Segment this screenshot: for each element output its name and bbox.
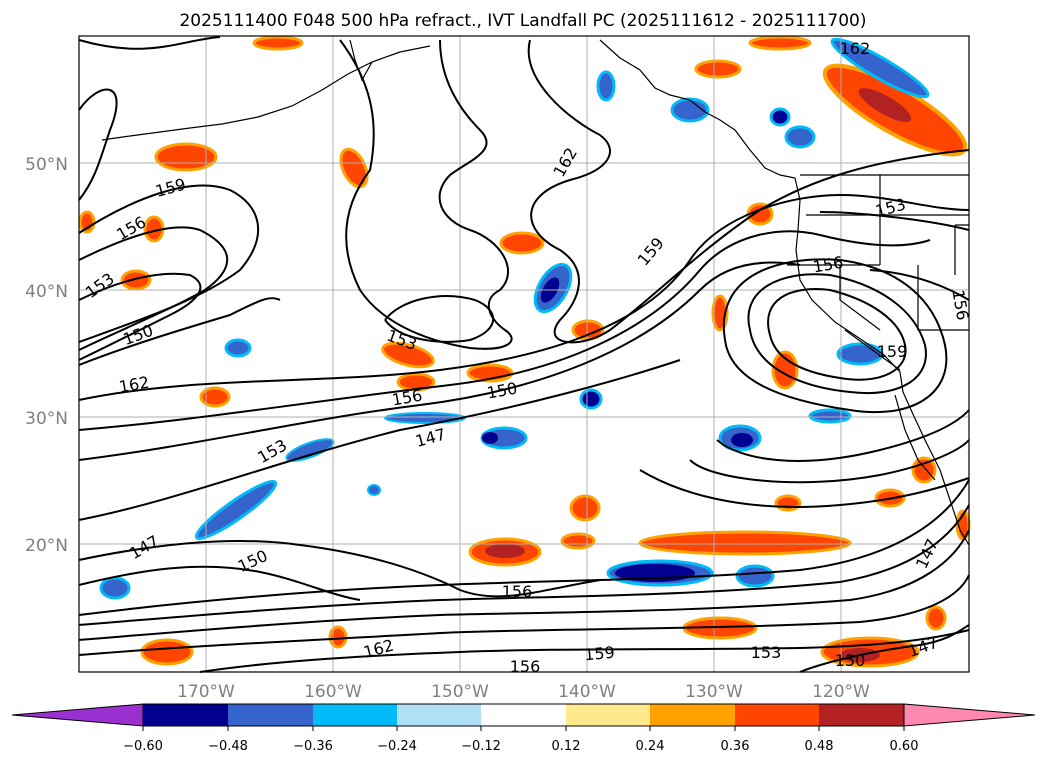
negative-anomaly-patch <box>808 408 852 424</box>
contour-label: 156 <box>502 582 533 601</box>
colorbar: −0.60 −0.48 −0.36 −0.24 −0.12 0.12 0.24 … <box>11 703 1036 754</box>
colorbar-segment <box>143 704 228 726</box>
colorbar-tick-label: 0.12 <box>552 739 581 754</box>
positive-anomaly-patch <box>328 625 348 649</box>
coastlines <box>101 39 970 546</box>
negative-anomaly-patch <box>224 338 252 358</box>
colorbar-tick-label: −0.36 <box>293 739 333 754</box>
negative-anomaly-patch <box>579 388 603 410</box>
colorbar-extend-low <box>11 703 144 727</box>
contour-label: 153 <box>751 643 782 662</box>
lon-label-170w: 170°W <box>177 682 235 702</box>
lat-label-50n: 50°N <box>25 155 68 175</box>
colorbar-segment <box>481 704 566 726</box>
colorbar-segment <box>397 704 481 726</box>
colorbar-ticks <box>142 726 905 731</box>
negative-anomaly-patch <box>670 97 710 123</box>
positive-anomaly-patch <box>911 456 937 484</box>
colorbar-tick-label: 0.24 <box>636 739 665 754</box>
negative-anomaly-patch <box>836 342 884 366</box>
lon-label-130w: 130°W <box>685 682 743 702</box>
positive-anomaly-patch <box>638 530 852 556</box>
colorbar-tick-label: −0.24 <box>377 739 417 754</box>
positive-anomaly-patch <box>560 532 596 550</box>
negative-anomaly-patch <box>784 125 816 149</box>
lon-label-150w: 150°W <box>431 682 489 702</box>
contour-label: 162 <box>840 39 871 58</box>
positive-anomaly-core <box>858 88 912 122</box>
negative-anomaly-core <box>482 432 498 444</box>
latitude-labels: 50°N 40°N 30°N 20°N <box>25 155 68 556</box>
colorbar-extend-high <box>903 703 1036 727</box>
negative-anomaly-patch <box>769 107 791 127</box>
height-contours <box>78 36 970 673</box>
lat-label-40n: 40°N <box>25 282 68 302</box>
negative-anomaly-core <box>731 433 753 447</box>
shading-layer <box>78 35 971 668</box>
colorbar-segment <box>228 704 313 726</box>
contour-label: 156 <box>510 657 541 676</box>
colorbar-tick-label: −0.60 <box>123 739 163 754</box>
colorbar-segment <box>735 704 819 726</box>
lon-label-140w: 140°W <box>558 682 616 702</box>
positive-anomaly-core <box>485 544 525 558</box>
negative-anomaly-patch <box>830 37 930 99</box>
graticule <box>79 36 969 672</box>
longitude-labels: 170°W 160°W 150°W 140°W 130°W 120°W <box>177 682 870 702</box>
contour-label: 150 <box>835 651 866 670</box>
negative-anomaly-patch <box>99 576 131 600</box>
positive-anomaly-patch <box>78 210 96 234</box>
positive-anomaly-patch <box>154 142 218 172</box>
positive-anomaly-patch <box>569 494 601 522</box>
negative-anomaly-patch <box>735 564 775 588</box>
lon-label-120w: 120°W <box>812 682 870 702</box>
colorbar-tick-label: 0.60 <box>890 739 919 754</box>
positive-anomaly-patch <box>120 269 152 291</box>
positive-anomaly-patch <box>771 350 799 390</box>
map-panel: 162 162 159 156 153 150 162 153 156 150 … <box>78 35 972 676</box>
positive-anomaly-patch <box>748 35 812 51</box>
negative-anomaly-patch <box>194 479 278 541</box>
negative-anomaly-patch <box>367 484 381 496</box>
map-title: 2025111400 F048 500 hPa refract., IVT La… <box>179 11 866 31</box>
positive-anomaly-patch <box>499 231 545 255</box>
positive-anomaly-patch <box>199 386 231 408</box>
contour-label: 159 <box>583 643 615 665</box>
colorbar-segment <box>819 704 904 726</box>
positive-anomaly-patch <box>925 605 947 631</box>
colorbar-outline <box>142 703 905 727</box>
colorbar-segment <box>313 704 397 726</box>
map-background <box>79 36 969 672</box>
lat-label-20n: 20°N <box>25 536 68 556</box>
positive-anomaly-patch <box>571 319 605 341</box>
colorbar-segment <box>650 704 735 726</box>
contour-label: 159 <box>877 342 908 361</box>
colorbar-segment <box>566 704 650 726</box>
colorbar-tick-label: 0.36 <box>721 739 750 754</box>
colorbar-tick-label: −0.12 <box>461 739 501 754</box>
positive-anomaly-patch <box>381 341 435 369</box>
lat-label-30n: 30°N <box>25 409 68 429</box>
colorbar-tick-label: 0.48 <box>805 739 834 754</box>
positive-anomaly-patch <box>694 59 742 79</box>
negative-anomaly-patch <box>384 412 466 424</box>
colorbar-tick-label: −0.48 <box>208 739 248 754</box>
lon-label-160w: 160°W <box>304 682 362 702</box>
positive-anomaly-patch <box>140 638 194 666</box>
map-frame <box>78 35 970 673</box>
positive-anomaly-patch <box>252 35 304 51</box>
negative-anomaly-patch <box>596 70 616 102</box>
